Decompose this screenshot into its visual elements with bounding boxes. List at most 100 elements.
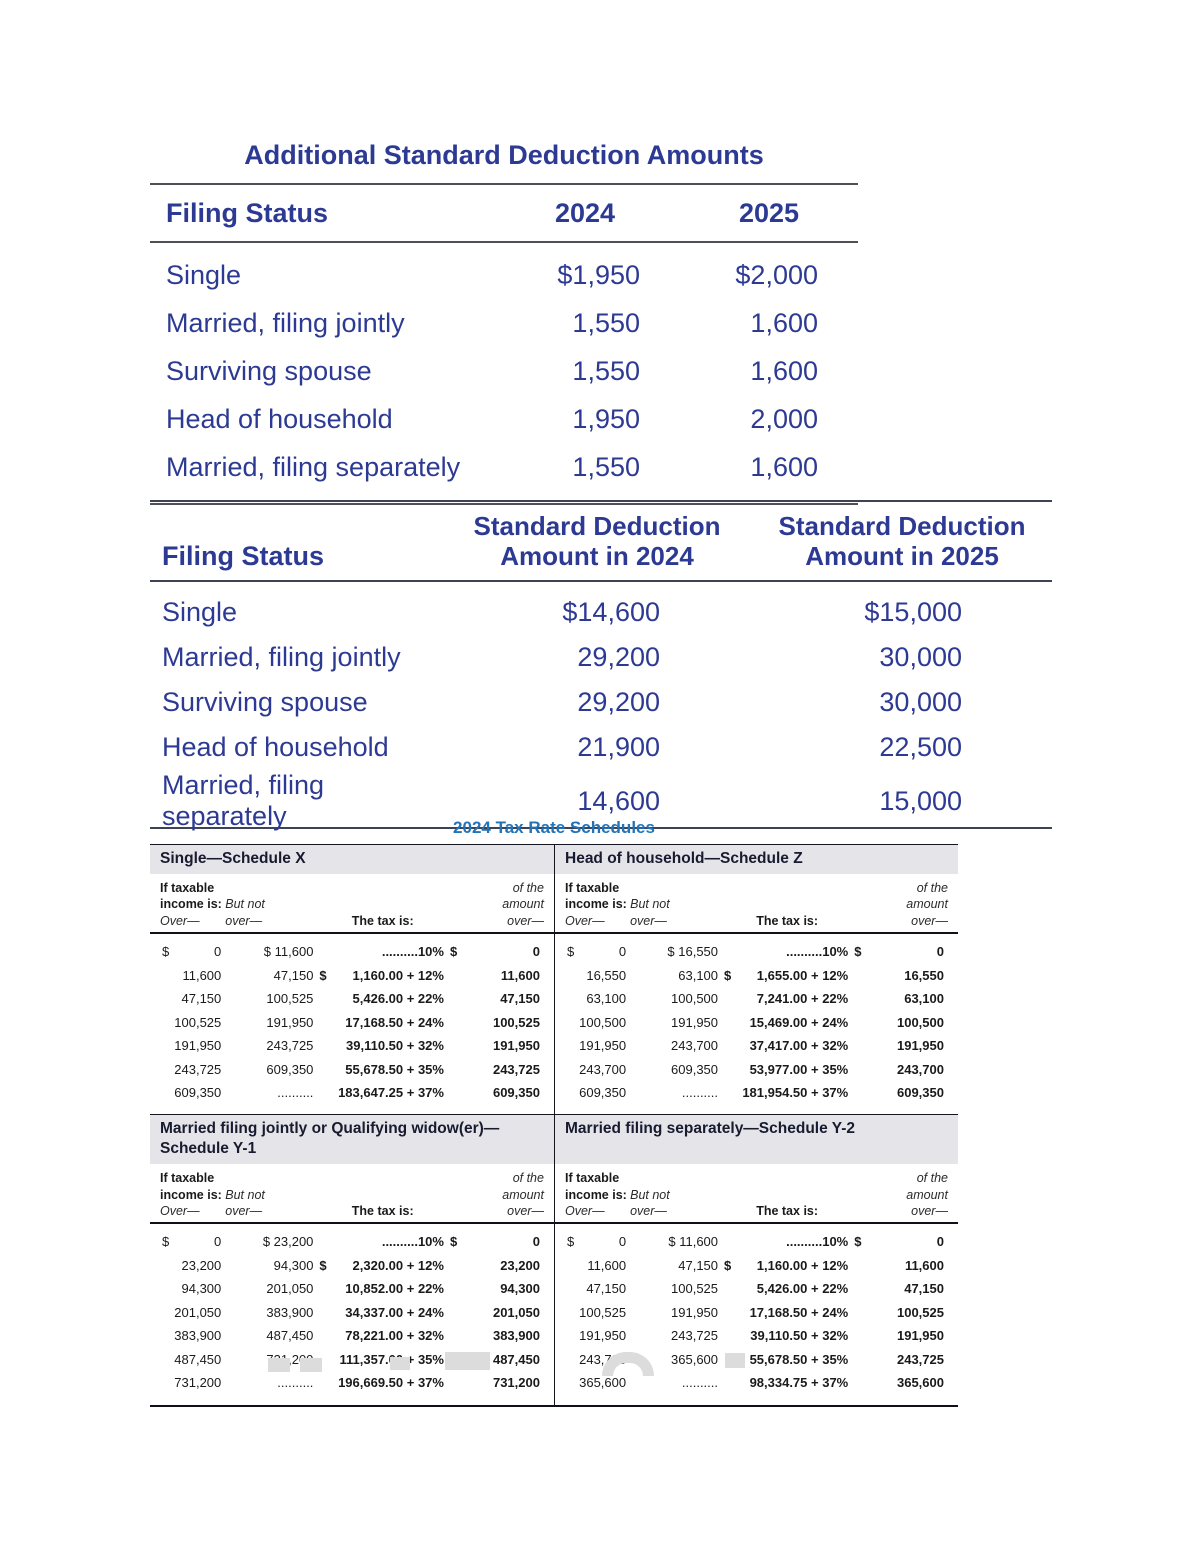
tax-is-cell: $2,320.00 + 12% [319,1257,444,1273]
of-amount-over-cell: 23,200 [500,1257,540,1273]
amount-2025-cell: 30,000 [879,687,962,717]
table-row: Married, filing separately 14,600 15,000 [150,770,1052,831]
table-row: Married, filing jointly 1,550 1,600 [150,299,858,347]
but-not-over-cell: 383,900 [266,1304,314,1320]
over-cell: 487,450 [174,1351,222,1367]
over-cell: $0 [162,944,222,959]
table-header-row: Filing Status 2024 2025 [150,183,858,243]
schedule-title-line: Married filing jointly or Qualifying wid… [160,1120,500,1138]
tax-is-cell: 5,426.00 + 22% [352,991,444,1006]
bracket-row: 243,700 609,350 53,977.00 + 35% 243,700 [565,1057,948,1081]
schedule-title-line: Single—Schedule X [160,850,306,867]
over-cell: 609,350 [174,1085,222,1100]
table-row: Head of household 1,950 2,000 [150,395,858,443]
of-amount-over-cell: 100,525 [492,1014,540,1030]
of-amount-over-cell: 609,350 [492,1085,540,1100]
tax-is-cell: $1,655.00 + 12% [724,967,849,983]
bracket-row: 100,525 191,950 17,168.50 + 24% 100,525 [565,1301,948,1325]
schedules-grid: Single—Schedule X If taxable income is: Ove… [150,844,958,1407]
over-cell: $0 [567,944,627,959]
over-cell: 191,950 [579,1328,627,1344]
header-but-not-over: But not over— [630,897,670,928]
but-not-over-cell: 100,500 [671,991,719,1006]
of-amount-over-cell: 191,950 [896,1038,944,1053]
header-taxable-income-over: If taxable income is: Over— [565,881,627,928]
bracket-row: 191,950 243,700 37,417.00 + 32% 191,950 [565,1034,948,1058]
table-body: Single $14,600 $15,000 Married, filing join… [150,582,1052,831]
but-not-over-cell: .......... [681,1085,719,1100]
of-amount-over-cell: 609,350 [896,1085,944,1100]
bracket-row: 191,950 243,725 39,110.50 + 32% 191,950 [160,1034,544,1058]
of-amount-over-cell: 63,100 [904,991,944,1006]
but-not-over-cell: $ 23,200 [262,1234,314,1250]
column-header-2024: 2024 [554,197,616,228]
but-not-over-cell: 243,725 [671,1328,719,1344]
but-not-over-cell: .......... [681,1375,719,1391]
tax-is-cell: 17,168.50 + 24% [749,1304,849,1320]
over-cell: 243,725 [174,1061,222,1077]
tax-is-cell: ..........10% [786,944,849,959]
bracket-row: 11,600 47,150 $1,160.00 + 12% 11,600 [160,963,544,987]
filing-status-cell: Married, filing jointly [162,642,401,672]
tax-is-cell: 55,678.50 + 35% [749,1351,849,1367]
bracket-row: $0 $ 16,550 ..........10% $0 [565,940,948,964]
schedules-title: 2024 Tax Rate Schedules [453,818,655,837]
amount-2024-cell: 1,550 [572,355,640,386]
tax-is-cell: 183,647.25 + 37% [338,1085,444,1100]
over-cell: 100,525 [174,1014,222,1030]
over-cell: 191,950 [174,1038,222,1053]
header-of-the-amount-over: of the amount over— [906,1171,948,1218]
column-header-2025: 2025 [738,197,800,228]
of-amount-over-cell: 243,700 [896,1061,944,1077]
amount-2024-cell: 29,200 [577,687,660,717]
schedule-title-bar: Married filing jointly or Qualifying wid… [150,1114,554,1165]
of-amount-over-cell: 383,900 [492,1328,540,1344]
schedule-rows: $0 $ 11,600 ..........10% $0 11,600 47,150 $1,… [555,1224,958,1405]
tax-is-cell: 53,977.00 + 35% [749,1061,849,1077]
filing-status-cell: Head of household [166,403,393,434]
bracket-row: 63,100 100,500 7,241.00 + 22% 63,100 [565,987,948,1011]
of-amount-over-cell: 16,550 [904,967,944,983]
tax-is-cell: ..........10% [381,1234,444,1250]
amount-2025-cell: 15,000 [879,785,962,816]
of-amount-over-cell: 191,950 [492,1038,540,1053]
of-amount-over-cell: 365,600 [896,1375,944,1391]
table-row: Single $1,950 $2,000 [150,251,858,299]
schedule-title-line: Married filing separately—Schedule Y-2 [565,1120,856,1138]
filing-status-cell: Head of household [162,732,389,762]
but-not-over-cell: 191,950 [266,1014,314,1030]
of-amount-over-cell: 243,725 [896,1351,944,1367]
but-not-over-cell: $ 11,600 [263,944,314,959]
of-amount-over-cell: 47,150 [500,991,540,1006]
tax-is-cell: 37,417.00 + 32% [749,1038,849,1053]
header-of-the-amount-over: of the amount over— [502,881,544,928]
but-not-over-cell: 191,950 [671,1014,719,1030]
tax-is-cell: 17,168.50 + 24% [345,1014,444,1030]
tax-is-cell: 196,669.50 + 37% [338,1375,444,1391]
over-cell: 23,200 [181,1257,222,1273]
bracket-row: 365,600.......... 98,334.75 + 37% 365,600 [565,1371,948,1395]
of-amount-over-cell: 11,600 [904,1257,944,1273]
over-cell: 201,050 [174,1304,222,1320]
bracket-row: 609,350.......... 181,954.50 + 37% 609,350 [565,1081,948,1105]
over-cell: 731,200 [174,1375,222,1391]
column-header-filing-status: Filing Status [166,197,328,228]
schedule-rows: $0 $ 16,550 ..........10% $0 16,550 63,100 $1,… [555,934,958,1115]
filing-status-cell: Single [166,259,242,290]
tax-is-cell: 15,469.00 + 24% [749,1014,849,1030]
table-title: Additional Standard Deduction Amounts [244,140,764,170]
schedule-column-headers: If taxable income is: Over— But not over— The… [555,1164,958,1224]
filing-status-cell: Married, filing separately [162,770,325,831]
schedule-title-line: Head of household—Schedule Z [565,850,803,867]
tax-is-cell: 98,334.75 + 37% [749,1375,849,1391]
over-cell: 365,600 [579,1375,627,1391]
schedule-column-headers: If taxable income is: Over— But not over— The… [150,874,554,934]
but-not-over-cell: 100,525 [266,991,314,1006]
watermark-fragment [300,1358,322,1372]
bracket-row: $0 $ 23,200 ..........10% $0 [160,1230,544,1254]
of-amount-over-cell: $0 [854,944,944,959]
of-amount-over-cell: 487,450 [492,1351,540,1367]
over-cell: 94,300 [181,1281,222,1297]
over-cell: 63,100 [586,991,627,1006]
tax-is-cell: $1,160.00 + 12% [724,1257,849,1273]
